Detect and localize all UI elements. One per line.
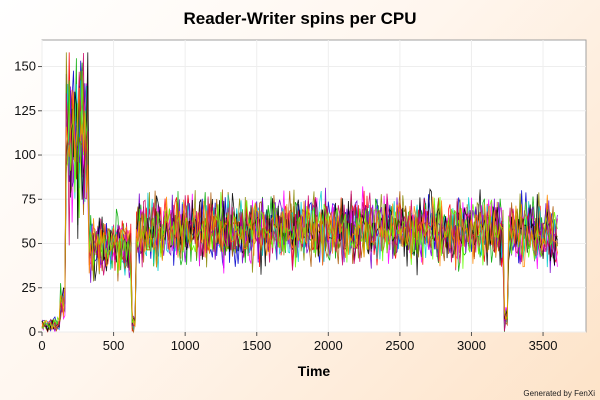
- y-tick-label: 150: [14, 59, 36, 74]
- y-tick-label: 75: [22, 191, 36, 206]
- x-axis-label: Time: [298, 363, 331, 379]
- x-tick-label: 1500: [242, 338, 271, 353]
- x-tick-label: 2000: [314, 338, 343, 353]
- series-line-10: [41, 52, 558, 332]
- credit-text: Generated by FenXi: [523, 389, 595, 398]
- series-line-12: [41, 87, 558, 332]
- x-tick-label: 1000: [171, 338, 200, 353]
- x-tick-label: 2500: [385, 338, 414, 353]
- x-tick-label: 3000: [457, 338, 486, 353]
- y-tick-label: 0: [29, 324, 36, 339]
- x-tick-label: 3500: [529, 338, 558, 353]
- x-tick-label: 500: [103, 338, 125, 353]
- x-tick-label: 0: [38, 338, 45, 353]
- series-group: [41, 52, 558, 334]
- y-tick-label: 125: [14, 103, 36, 118]
- plot-area: [41, 39, 587, 333]
- y-tick-label: 25: [22, 280, 36, 295]
- y-tick-label: 100: [14, 147, 36, 162]
- grid-lines: [41, 40, 586, 333]
- chart-title: Reader-Writer spins per CPU: [183, 9, 416, 28]
- y-tick-label: 50: [22, 236, 36, 251]
